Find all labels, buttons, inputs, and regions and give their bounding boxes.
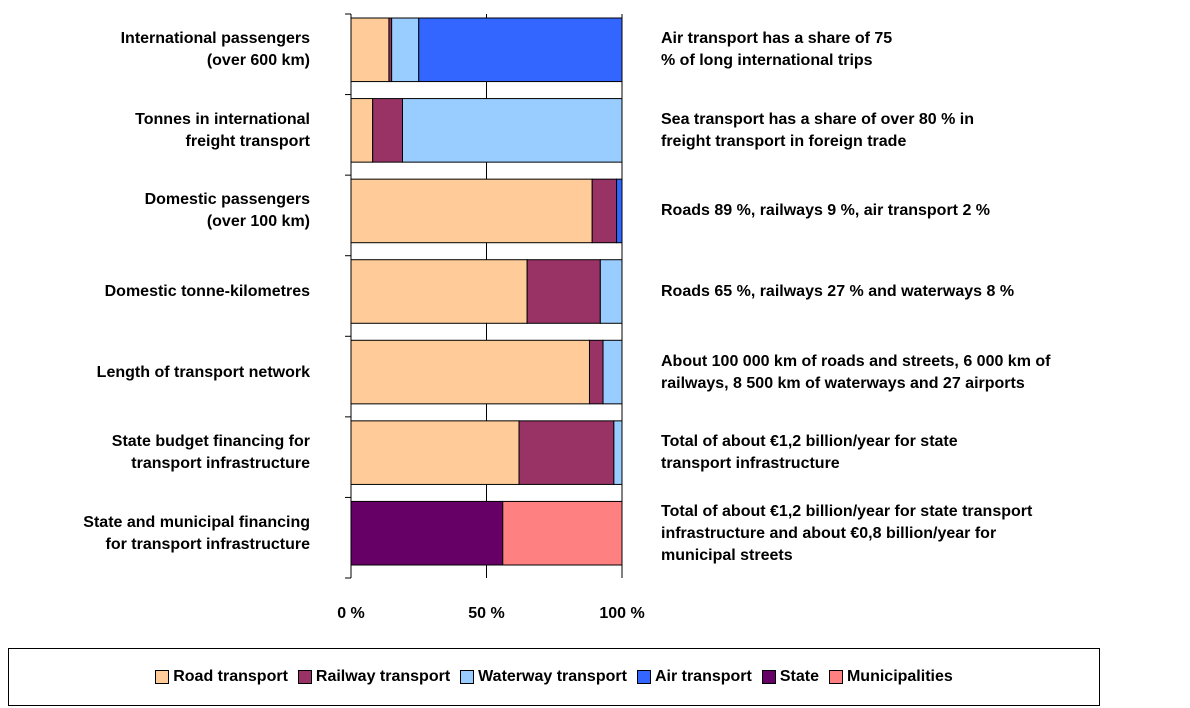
bar-segment <box>350 339 590 405</box>
legend-item: Railway transport <box>297 668 451 686</box>
bar-segment <box>372 98 403 163</box>
bar-segment <box>588 339 604 405</box>
annotation: About 100 000 km of roads and streets, 6… <box>661 352 1051 392</box>
annotation: Total of about €1,2 billion/year for sta… <box>661 502 1033 564</box>
legend-item: Waterway transport <box>460 668 627 686</box>
legend-swatch <box>460 670 475 684</box>
annotation: Sea transport has a share of over 80 % i… <box>661 110 975 150</box>
category-label: Tonnes in international freight transpor… <box>135 110 310 150</box>
bar-segment <box>391 17 420 83</box>
legend-item: Road transport <box>155 668 288 686</box>
bar-segment <box>502 500 623 566</box>
bar-segment <box>350 500 504 566</box>
legend: Road transport Railway transport Waterway … <box>8 648 1100 706</box>
legend-label: State <box>779 668 819 685</box>
bar-segment <box>350 259 528 324</box>
category-label: International passengers (over 600 km) <box>120 30 310 70</box>
legend-label: Railway transport <box>315 668 451 685</box>
legend-item: State <box>761 668 819 686</box>
legend-item: Municipalities <box>828 668 953 686</box>
legend-swatch <box>155 670 170 684</box>
category-label: Domestic tonne-kilometres <box>104 283 310 300</box>
bar-segment <box>616 178 623 244</box>
x-tick-label: 100 % <box>599 605 644 622</box>
annotation: Roads 65 %, railways 27 % and waterways … <box>661 283 1015 300</box>
x-tick-label: 50 % <box>468 605 504 622</box>
legend-swatch <box>761 670 776 684</box>
bar-segment <box>518 420 615 485</box>
category-label: Length of transport network <box>96 363 310 381</box>
legend-label: Waterway transport <box>478 668 627 685</box>
bar-segment <box>599 259 623 324</box>
annotation: Air transport has a share of 75 % of lon… <box>661 30 893 70</box>
category-label: Domestic passengers (over 100 km) <box>144 191 310 231</box>
bar-segment <box>418 17 623 83</box>
legend-item: Air transport <box>636 668 752 686</box>
bar-segment <box>602 339 623 405</box>
bar-segment <box>591 178 618 244</box>
legend-label: Road transport <box>173 668 288 685</box>
bar-segment <box>526 259 601 324</box>
bar-segment <box>350 420 520 485</box>
legend-label: Air transport <box>654 668 752 685</box>
bar-segment <box>401 98 623 163</box>
annotation: Roads 89 %, railways 9 %, air transport … <box>661 202 991 220</box>
category-label: State budget financing for transport inf… <box>111 433 310 473</box>
annotation: Total of about €1,2 billion/year for sta… <box>661 433 958 473</box>
x-tick-label: 0 % <box>337 605 365 622</box>
legend-label: Municipalities <box>846 668 953 685</box>
category-label: State and municipal financing for transp… <box>83 513 310 553</box>
bar-segment <box>350 98 374 163</box>
bar-segment <box>613 420 623 485</box>
legend-swatch <box>297 670 312 684</box>
legend-swatch <box>828 670 843 684</box>
bar-segment <box>350 17 390 83</box>
bar-segment <box>350 178 593 244</box>
legend-swatch <box>636 670 651 684</box>
